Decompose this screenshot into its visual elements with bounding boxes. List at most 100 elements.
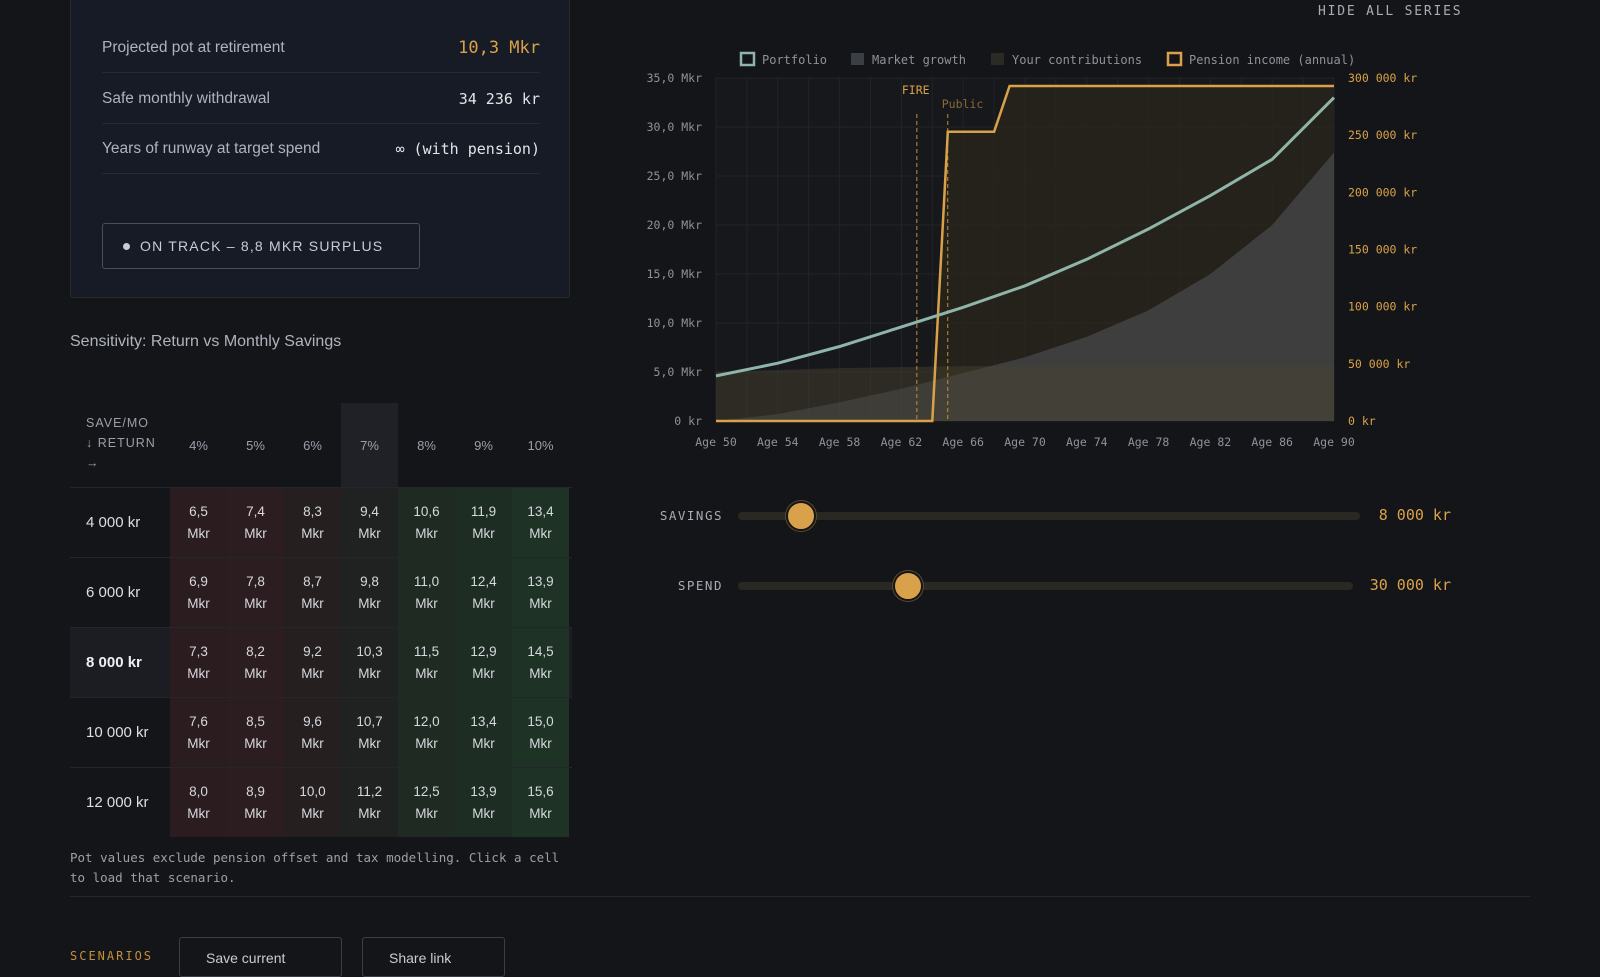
return-header-1: 5% — [246, 437, 265, 453]
matrix-cell[interactable]: 7,3 Mkr — [170, 628, 227, 697]
cell-value: 8,5 — [246, 713, 265, 729]
matrix-cell[interactable]: 13,9 Mkr — [512, 558, 569, 627]
spend-slider-thumb[interactable] — [893, 571, 923, 601]
matrix-cell[interactable]: 10,0 Mkr — [284, 768, 341, 837]
matrix-cell[interactable]: 8,5 Mkr — [227, 698, 284, 767]
summary-label: Safe monthly withdrawal — [102, 89, 270, 107]
cell-unit: Mkr — [187, 735, 210, 751]
return-header-2: 6% — [303, 437, 322, 453]
cell-value: 10,3 — [356, 643, 383, 659]
legend-label-0[interactable]: Portfolio — [762, 53, 827, 67]
cell-value: 11,0 — [413, 573, 440, 589]
matrix-cell[interactable]: 9,6 Mkr — [284, 698, 341, 767]
section-divider — [70, 896, 1530, 897]
legend-swatch-1 — [851, 53, 864, 65]
matrix-cell[interactable]: 12,4 Mkr — [455, 558, 512, 627]
legend-swatch-2 — [991, 53, 1004, 65]
matrix-cell[interactable]: 8,2 Mkr — [227, 628, 284, 697]
matrix-cell[interactable]: 6,9 Mkr — [170, 558, 227, 627]
matrix-cell[interactable]: 12,0 Mkr — [398, 698, 455, 767]
matrix-cell[interactable]: 7,4 Mkr — [227, 488, 284, 557]
save-current-button[interactable]: Save current — [179, 937, 342, 977]
savings-slider-thumb[interactable] — [786, 501, 816, 531]
cell-unit: Mkr — [358, 805, 381, 821]
legend-label-3[interactable]: Pension income (annual) — [1189, 53, 1355, 67]
cell-unit: Mkr — [187, 595, 210, 611]
cell-value: 10,7 — [356, 713, 383, 729]
matrix-header: SAVE/MO ↓ RETURN → 4% 5% 6% 7% 8% 9% 10% — [70, 403, 572, 487]
summary-label: Projected pot at retirement — [102, 38, 285, 56]
matrix-cell[interactable]: 9,2 Mkr — [284, 628, 341, 697]
cell-value: 9,4 — [360, 503, 379, 519]
summary-label: Years of runway at target spend — [102, 139, 321, 157]
cell-unit: Mkr — [529, 525, 552, 541]
matrix-cell[interactable]: 13,4 Mkr — [512, 488, 569, 557]
legend-label-1[interactable]: Market growth — [872, 53, 966, 67]
matrix-cell[interactable]: 6,5 Mkr — [170, 488, 227, 557]
matrix-cell[interactable]: 15,0 Mkr — [512, 698, 569, 767]
matrix-row: 8 000 kr 7,3 Mkr 8,2 Mkr 9,2 Mkr 10,3 Mkr 11,5 Mkr… — [70, 627, 572, 697]
cell-value: 10,6 — [413, 503, 440, 519]
legend-label-2[interactable]: Your contributions — [1012, 53, 1142, 67]
row-savings-label: 10 000 kr — [86, 724, 149, 741]
matrix-cell[interactable]: 11,2 Mkr — [341, 768, 398, 837]
spend-value: 30 000 kr — [1369, 576, 1451, 594]
cell-value: 14,5 — [527, 643, 554, 659]
cell-value: 6,5 — [189, 503, 208, 519]
row-savings-label: 4 000 kr — [86, 514, 141, 531]
x-tick-label: Age 90 — [1313, 435, 1355, 449]
spend-slider-track[interactable] — [738, 582, 1353, 590]
cell-value: 12,4 — [470, 573, 497, 589]
y-left-tick-label: 35,0 Mkr — [647, 71, 702, 85]
matrix-cell[interactable]: 10,7 Mkr — [341, 698, 398, 767]
cell-value: 12,0 — [413, 713, 440, 729]
matrix-cell[interactable]: 12,5 Mkr — [398, 768, 455, 837]
savings-slider-track[interactable] — [738, 512, 1360, 520]
matrix-cell[interactable]: 11,9 Mkr — [455, 488, 512, 557]
marker-label-public: Public — [942, 97, 984, 111]
cell-unit: Mkr — [244, 595, 267, 611]
matrix-cell[interactable]: 8,9 Mkr — [227, 768, 284, 837]
summary-value: ∞ (with pension) — [395, 139, 541, 158]
matrix-cell[interactable]: 7,8 Mkr — [227, 558, 284, 627]
matrix-cell[interactable]: 10,3 Mkr — [341, 628, 398, 697]
matrix-body: 4 000 kr 6,5 Mkr 7,4 Mkr 8,3 Mkr 9,4 Mkr 10,6 Mkr 1… — [70, 487, 572, 837]
cell-unit: Mkr — [415, 525, 438, 541]
savings-value: 8 000 kr — [1378, 506, 1451, 524]
matrix-corner-label: SAVE/MO ↓ RETURN → — [86, 413, 156, 473]
matrix-cell[interactable]: 9,4 Mkr — [341, 488, 398, 557]
hide-all-series-button[interactable]: HIDE ALL SERIES — [1318, 4, 1463, 19]
cell-unit: Mkr — [358, 665, 381, 681]
cell-value: 7,8 — [246, 573, 265, 589]
matrix-cell[interactable]: 8,3 Mkr — [284, 488, 341, 557]
y-right-tick-label: 150 000 kr — [1348, 243, 1417, 257]
status-badge[interactable]: ON TRACK – 8,8 MKR SURPLUS — [102, 223, 420, 269]
matrix-cell[interactable]: 11,0 Mkr — [398, 558, 455, 627]
matrix-cell[interactable]: 11,5 Mkr — [398, 628, 455, 697]
cell-unit: Mkr — [415, 665, 438, 681]
cell-unit: Mkr — [358, 735, 381, 751]
matrix-cell[interactable]: 12,9 Mkr — [455, 628, 512, 697]
share-link-button[interactable]: Share link — [362, 937, 505, 977]
cell-value: 9,2 — [303, 643, 322, 659]
matrix-cell[interactable]: 9,8 Mkr — [341, 558, 398, 627]
matrix-cell[interactable]: 15,6 Mkr — [512, 768, 569, 837]
matrix-cell[interactable]: 7,6 Mkr — [170, 698, 227, 767]
x-tick-label: Age 74 — [1066, 435, 1108, 449]
cell-unit: Mkr — [301, 525, 324, 541]
cell-unit: Mkr — [187, 665, 210, 681]
summary-row-pot: Projected pot at retirement 10,3 Mkr — [102, 23, 540, 73]
cell-value: 12,9 — [470, 643, 497, 659]
matrix-cell[interactable]: 10,6 Mkr — [398, 488, 455, 557]
matrix-cell[interactable]: 14,5 Mkr — [512, 628, 569, 697]
matrix-cell[interactable]: 13,9 Mkr — [455, 768, 512, 837]
y-right-tick-label: 100 000 kr — [1348, 300, 1417, 314]
matrix-cell[interactable]: 8,7 Mkr — [284, 558, 341, 627]
legend-swatch-0 — [739, 51, 756, 67]
matrix-cell[interactable]: 8,0 Mkr — [170, 768, 227, 837]
y-right-tick-label: 50 000 kr — [1348, 357, 1410, 371]
cell-unit: Mkr — [187, 805, 210, 821]
cell-unit: Mkr — [529, 805, 552, 821]
legend-swatch-3 — [1166, 51, 1183, 67]
matrix-cell[interactable]: 13,4 Mkr — [455, 698, 512, 767]
